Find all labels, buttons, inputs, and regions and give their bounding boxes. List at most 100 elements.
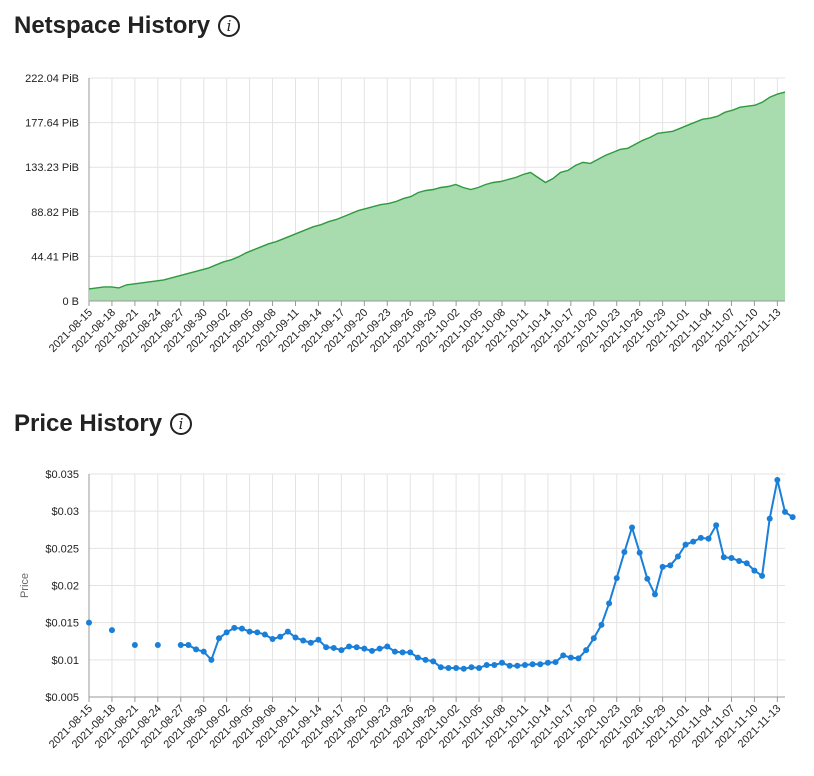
- price-point: [690, 538, 697, 545]
- price-point: [682, 541, 689, 548]
- price-point: [674, 553, 681, 560]
- price-point: [774, 476, 781, 483]
- price-point: [575, 655, 582, 662]
- price-point: [261, 631, 268, 638]
- price-point: [193, 646, 200, 653]
- price-point: [720, 554, 727, 561]
- price-point: [368, 647, 375, 654]
- y-tick-label: 222.04 PiB: [25, 73, 79, 85]
- price-point: [759, 572, 766, 579]
- price-point: [437, 664, 444, 671]
- price-point: [399, 649, 406, 656]
- price-point: [422, 656, 429, 663]
- price-point: [86, 619, 92, 626]
- price-point: [216, 635, 223, 642]
- price-point: [445, 665, 452, 672]
- price-title-row: Price History i: [14, 410, 193, 438]
- price-point: [521, 662, 528, 669]
- price-point: [277, 633, 284, 640]
- y-tick-label: $0.035: [45, 469, 79, 481]
- price-point: [414, 654, 421, 661]
- price-point: [460, 665, 467, 672]
- price-point: [560, 652, 567, 659]
- price-point: [108, 627, 115, 634]
- price-point: [583, 647, 590, 654]
- price-point: [766, 515, 773, 522]
- price-point: [361, 645, 368, 652]
- price-point: [468, 664, 475, 671]
- netspace-title: Netspace History: [14, 12, 211, 39]
- price-point: [315, 636, 322, 643]
- price-point: [651, 591, 658, 598]
- price-point: [346, 643, 353, 650]
- y-tick-label: $0.01: [51, 655, 79, 667]
- price-point: [567, 654, 574, 661]
- price-point: [292, 634, 299, 641]
- price-point: [629, 524, 636, 531]
- price-point: [789, 514, 796, 521]
- price-point: [636, 549, 643, 556]
- y-tick-label: 0 B: [62, 296, 79, 308]
- price-point: [491, 662, 498, 669]
- price-point: [307, 639, 314, 646]
- price-point: [621, 549, 628, 556]
- price-point: [300, 637, 307, 644]
- price-point: [743, 560, 750, 567]
- price-point: [330, 644, 337, 651]
- price-point: [269, 636, 276, 643]
- price-point: [659, 563, 666, 570]
- price-chart: $0.005$0.01$0.015$0.02$0.025$0.03$0.0352…: [19, 469, 796, 751]
- price-point: [736, 557, 743, 564]
- price-point: [391, 648, 398, 655]
- netspace-chart: 0 B 44.41 PiB 88.82 PiB 133.23 PiB 177.64 Pi…: [25, 73, 786, 355]
- netspace-title-row: Netspace History i: [14, 12, 241, 40]
- y-tick-label: $0.005: [45, 692, 79, 704]
- y-tick-label: $0.015: [45, 618, 79, 630]
- netspace-area: [89, 92, 785, 301]
- y-tick-label: 133.23 PiB: [25, 162, 79, 174]
- price-title: Price History: [14, 410, 163, 437]
- price-point: [506, 662, 513, 669]
- price-point: [514, 662, 521, 669]
- price-point: [254, 629, 261, 636]
- price-point: [613, 575, 620, 582]
- price-point: [430, 658, 437, 665]
- price-point: [782, 508, 788, 515]
- price-point: [284, 628, 291, 635]
- price-point: [246, 628, 253, 635]
- price-point: [751, 567, 758, 574]
- price-point: [376, 645, 383, 652]
- price-point: [552, 659, 559, 666]
- price-point: [185, 641, 192, 648]
- y-axis-title: Price: [19, 573, 31, 598]
- price-point: [606, 600, 613, 607]
- y-tick-label: $0.025: [45, 543, 79, 555]
- price-point: [544, 659, 551, 666]
- price-point: [483, 662, 490, 669]
- price-point: [499, 659, 506, 666]
- price-point: [697, 534, 704, 541]
- price-point: [384, 643, 391, 650]
- price-point: [713, 522, 720, 529]
- price-point: [323, 644, 330, 651]
- price-point: [590, 635, 597, 642]
- price-point: [407, 649, 414, 656]
- y-tick-label: 177.64 PiB: [25, 118, 79, 130]
- netspace-line: [88, 91, 786, 290]
- y-tick-label: $0.03: [51, 506, 79, 518]
- price-point: [529, 661, 536, 668]
- info-icon[interactable]: i: [218, 15, 241, 37]
- price-point: [537, 661, 544, 668]
- price-point: [705, 535, 712, 542]
- price-point: [223, 629, 230, 636]
- price-point: [154, 641, 161, 648]
- y-tick-label: 88.82 PiB: [31, 207, 79, 219]
- info-icon[interactable]: i: [170, 413, 193, 435]
- price-point: [131, 641, 138, 648]
- price-point: [728, 554, 735, 561]
- price-point: [644, 575, 651, 582]
- price-point: [238, 625, 245, 632]
- y-tick-label: $0.02: [51, 581, 79, 593]
- price-point: [598, 621, 605, 628]
- price-point: [200, 648, 207, 655]
